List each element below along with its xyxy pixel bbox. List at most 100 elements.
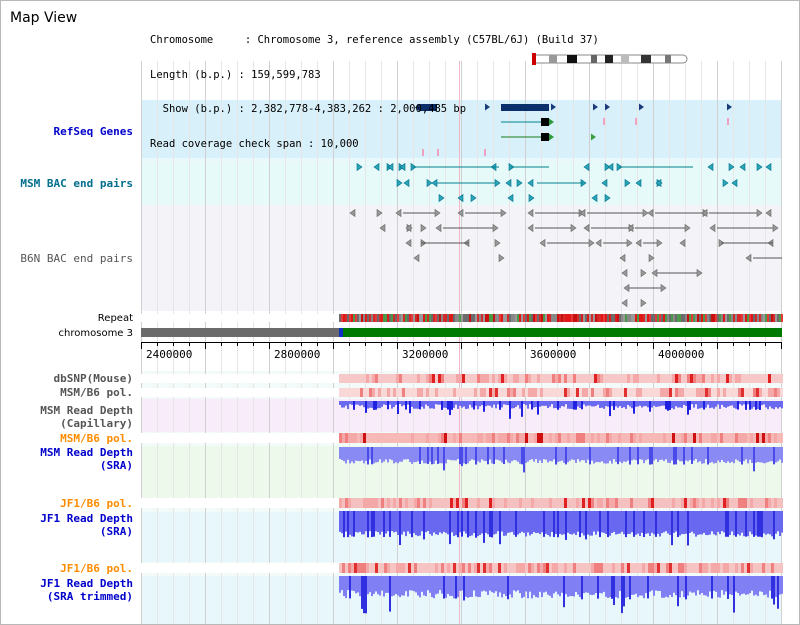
gene-arrow <box>727 103 732 111</box>
repeat-block <box>701 314 703 322</box>
depth-bar <box>493 511 495 535</box>
depth-bar <box>355 401 357 405</box>
heat-cell <box>354 433 357 443</box>
track-label-msm-b6-pol-2[interactable]: MSM/B6 pol. <box>60 432 133 445</box>
heat-cell <box>456 388 459 397</box>
depth-bar <box>669 447 671 464</box>
depth-bar <box>537 447 539 463</box>
heat-cell <box>624 433 627 443</box>
repeat-block <box>769 314 771 322</box>
bac-end-marker <box>527 223 534 233</box>
heat-cell <box>753 433 756 443</box>
track-label-jf1-depth-sra[interactable]: JF1 Read Depth (SRA) <box>40 512 133 538</box>
heat-cell <box>546 374 549 383</box>
heat-cell <box>384 433 387 443</box>
heat-cell <box>390 433 393 443</box>
heat-cell <box>426 374 429 383</box>
track-label-msm-depth-capillary[interactable]: MSM Read Depth (Capillary) <box>40 404 133 430</box>
heat-cell <box>528 388 531 397</box>
depth-bar <box>531 511 533 534</box>
heat-cell <box>486 374 489 383</box>
track-label-b6n-bac[interactable]: B6N BAC end pairs <box>20 252 133 265</box>
depth-bar <box>455 401 457 405</box>
track-label-msm-bac[interactable]: MSM BAC end pairs <box>20 177 133 190</box>
depth-bar <box>599 511 601 538</box>
repeat-block <box>353 314 355 322</box>
heat-cell <box>669 374 672 383</box>
depth-bar <box>765 401 767 408</box>
track-label-msm-depth-sra[interactable]: MSM Read Depth (SRA) <box>40 446 133 472</box>
depth-bar <box>739 447 741 462</box>
depth-bar <box>721 447 723 461</box>
heat-cell <box>633 388 636 397</box>
track-label-dbsnp[interactable]: dbSNP(Mouse) <box>53 372 133 385</box>
depth-bar <box>673 576 675 593</box>
depth-bar <box>395 511 397 532</box>
repeat-block <box>339 314 341 322</box>
heat-cell <box>735 433 738 443</box>
heat-cell <box>516 433 519 443</box>
depth-bar <box>485 576 487 592</box>
depth-bar <box>393 401 395 407</box>
repeat-block <box>737 314 739 322</box>
heat-cell <box>630 563 633 573</box>
depth-bar <box>471 401 473 408</box>
track-label-msm-b6-pol-1[interactable]: MSM/B6 pol. <box>60 386 133 399</box>
heat-cell <box>708 563 711 573</box>
depth-bar <box>569 447 571 461</box>
repeat-block <box>359 314 361 322</box>
repeat-block <box>781 314 783 322</box>
heat-cell <box>543 374 546 383</box>
repeat-block <box>559 314 561 322</box>
heat-cell <box>531 388 534 397</box>
depth-bar <box>641 576 643 596</box>
depth-bar <box>595 447 597 463</box>
depth-bar <box>391 401 393 409</box>
repeat-block <box>743 314 745 322</box>
depth-bar <box>395 576 397 595</box>
heat-cell <box>771 498 774 508</box>
track-label-jf1-b6-pol-1[interactable]: JF1/B6 pol. <box>60 497 133 510</box>
depth-bar <box>429 576 431 593</box>
repeat-block <box>571 314 573 322</box>
repeat-block <box>767 314 769 322</box>
depth-bar <box>751 401 753 409</box>
repeat-block <box>409 314 411 322</box>
msm-depth-sra-bars <box>339 447 783 473</box>
heat-cell <box>669 563 672 573</box>
repeat-block <box>347 314 349 322</box>
depth-bar <box>453 576 455 599</box>
depth-bar <box>457 511 459 538</box>
heat-cell <box>642 433 645 443</box>
depth-bar <box>659 447 661 460</box>
heat-cell <box>426 563 429 573</box>
bac-end-marker <box>679 238 686 248</box>
track-label-repeat[interactable]: Repeat <box>97 313 133 324</box>
depth-bar <box>559 401 561 409</box>
depth-bar <box>345 511 347 532</box>
depth-bar <box>439 447 441 464</box>
depth-bar <box>363 447 365 464</box>
track-label-chromosome[interactable]: chromosome 3 <box>58 328 133 339</box>
bac-end-marker <box>373 162 380 172</box>
depth-bar <box>697 447 699 463</box>
depth-bar <box>637 511 639 534</box>
depth-bar <box>591 511 593 536</box>
depth-bar <box>491 401 493 408</box>
heat-cell <box>447 374 450 383</box>
depth-bar <box>685 401 687 406</box>
track-label-refseq[interactable]: RefSeq Genes <box>53 125 133 138</box>
depth-bar <box>441 401 443 410</box>
repeat-block <box>477 314 479 322</box>
track-label-jf1-b6-pol-2[interactable]: JF1/B6 pol. <box>60 562 133 575</box>
depth-bar <box>369 576 371 593</box>
depth-bar <box>693 401 695 408</box>
heat-cell <box>495 388 498 397</box>
heat-cell <box>495 563 498 573</box>
repeat-block <box>489 314 491 322</box>
depth-bar <box>625 576 627 598</box>
heat-cell <box>684 498 687 508</box>
track-label-jf1-depth-trimmed[interactable]: JF1 Read Depth (SRA trimmed) <box>40 577 133 603</box>
heat-cell <box>618 563 621 573</box>
depth-bar <box>451 511 453 533</box>
